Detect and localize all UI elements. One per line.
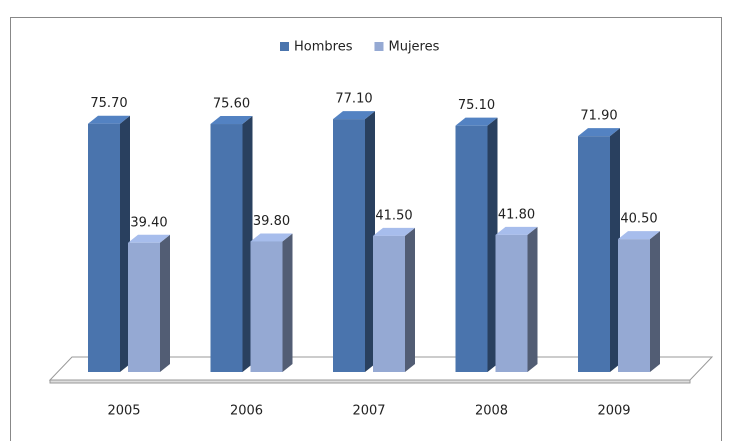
x-tick-label: 2008 (475, 404, 508, 419)
legend-swatch (374, 42, 384, 51)
bar-side (487, 117, 498, 372)
value-label: 75.60 (213, 97, 250, 112)
bar-side (610, 128, 620, 372)
bar (618, 239, 650, 372)
bar-top (333, 111, 375, 120)
bar-top (578, 128, 620, 137)
value-label: 39.40 (130, 215, 167, 230)
bar (373, 235, 405, 372)
bar (455, 125, 488, 372)
bar-side (405, 227, 415, 372)
bar (128, 242, 160, 372)
x-tick-label: 2006 (230, 404, 263, 419)
bar-top (618, 231, 660, 240)
bar-side (650, 231, 660, 372)
bar-side (160, 234, 170, 372)
bar (495, 234, 528, 372)
bar-side (527, 226, 538, 372)
x-tick-label: 2009 (597, 404, 630, 419)
value-label: 71.90 (580, 109, 617, 124)
bar-top (250, 233, 293, 242)
bar (88, 123, 120, 372)
bar (210, 124, 243, 372)
legend-label: Mujeres (388, 40, 439, 55)
x-tick-label: 2007 (352, 404, 385, 419)
value-label: 40.50 (620, 212, 657, 227)
bar-top (88, 115, 130, 124)
bar-side (365, 111, 375, 372)
legend-label: Hombres (294, 40, 353, 55)
bar-top (495, 226, 538, 235)
value-label: 75.70 (90, 96, 127, 111)
bar-side (282, 233, 293, 372)
bar-side (242, 116, 253, 372)
x-tick-label: 2005 (107, 404, 140, 419)
bar-top (373, 227, 415, 236)
bar (250, 241, 283, 372)
bar-top (455, 117, 498, 126)
legend-swatch (280, 42, 289, 51)
bar-top (128, 234, 170, 243)
value-label: 41.80 (498, 207, 535, 222)
bar-side (120, 115, 130, 372)
value-label: 39.80 (253, 214, 290, 229)
value-label: 77.10 (335, 92, 372, 107)
bar-top (210, 116, 253, 125)
bar (578, 136, 610, 372)
bar (333, 119, 365, 372)
value-label: 41.50 (375, 208, 412, 223)
floor-edge (49, 379, 691, 384)
value-label: 75.10 (458, 98, 495, 113)
